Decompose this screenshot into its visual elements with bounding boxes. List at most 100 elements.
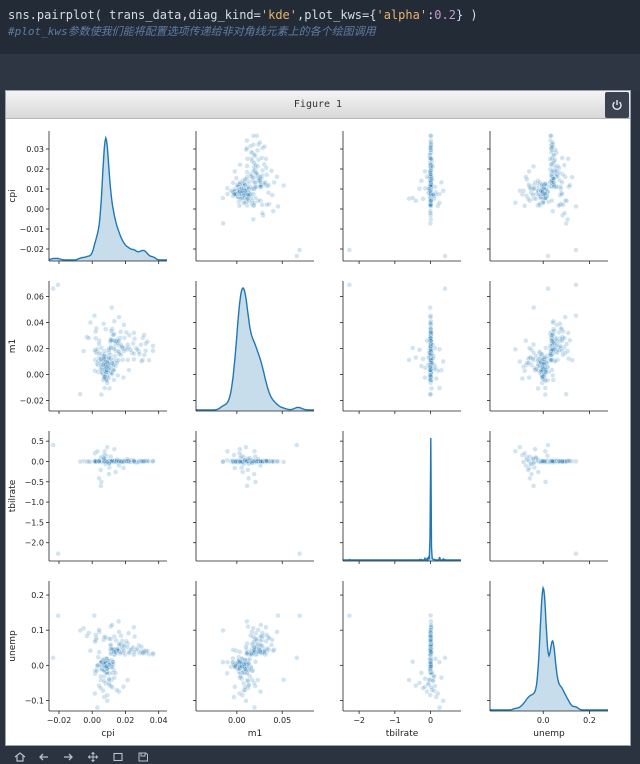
scatter-point <box>93 632 99 638</box>
scatter-point <box>118 352 124 358</box>
close-button[interactable] <box>605 92 629 118</box>
scatter-point <box>116 618 122 624</box>
scatter-point <box>118 633 124 639</box>
scatter-point <box>427 377 434 383</box>
scatter-point <box>430 192 436 198</box>
scatter-point <box>559 338 565 344</box>
y-tick-label: 0.03 <box>26 145 44 154</box>
scatter-point <box>230 180 236 186</box>
code-token: : <box>427 8 435 22</box>
scatter-point <box>245 196 251 202</box>
scatter-point <box>523 338 529 344</box>
scatter-point <box>281 459 287 465</box>
scatter-point <box>427 391 433 397</box>
y-tick-label: −0.02 <box>19 397 44 406</box>
scatter-point <box>542 191 548 197</box>
scatter-point <box>274 174 280 180</box>
scatter-point <box>251 203 257 209</box>
forward-arrow-icon[interactable] <box>62 752 74 762</box>
scatter-point <box>108 328 114 334</box>
kde-line-cpi <box>48 135 167 261</box>
scatter-point <box>543 195 549 201</box>
scatter-point <box>114 360 120 366</box>
scatter-point <box>98 467 104 473</box>
y-axis-label-m1: m1 <box>8 339 18 354</box>
figure-window[interactable]: Figure 1 −0.02 −0.01 0.00 0.01 0.02 0.03 −0.02… <box>5 90 631 746</box>
scatter-point <box>546 199 552 205</box>
scatter-point <box>245 678 251 684</box>
scatter-point <box>91 613 97 619</box>
scatter-point <box>257 463 264 469</box>
scatter-point <box>436 200 443 206</box>
scatter-point <box>255 147 261 153</box>
scatter-point <box>102 385 108 391</box>
scatter-point <box>556 329 562 335</box>
scatter-point <box>232 684 238 690</box>
scatter-point <box>108 646 114 652</box>
subplot-cpi-vs-cpi: −0.02 −0.01 0.00 0.01 0.02 0.03 <box>19 131 167 264</box>
scatter-point <box>442 286 448 292</box>
scatter-point <box>406 677 412 683</box>
scatter-point <box>250 133 257 139</box>
scatter-point <box>98 659 104 665</box>
code-cell[interactable]: sns.pairplot( trans_data,diag_kind='kde'… <box>0 0 640 54</box>
scatter-point <box>540 373 546 379</box>
kde-fill-m1 <box>196 288 314 411</box>
scatter-point <box>111 332 117 338</box>
y-tick-label: 0.06 <box>26 293 44 302</box>
subplot-m1-vs-m1 <box>193 281 314 414</box>
home-icon[interactable] <box>14 752 26 762</box>
scatter-point <box>220 459 226 465</box>
scatter-point <box>224 185 230 191</box>
save-icon[interactable] <box>137 752 149 762</box>
scatter-point <box>264 172 270 178</box>
scatter-point <box>237 659 243 665</box>
scatter-point <box>101 356 107 362</box>
scatter-point <box>118 329 124 335</box>
scatter-point <box>252 454 258 460</box>
scatter-point <box>77 459 83 465</box>
scatter-point <box>257 642 264 648</box>
scatter-point <box>428 649 434 655</box>
scatter-point <box>244 163 250 169</box>
scatter-point <box>438 675 444 681</box>
scatter-point <box>264 202 270 208</box>
scatter-point <box>131 652 137 658</box>
scatter-point <box>269 458 275 464</box>
scatter-point <box>564 458 570 464</box>
back-arrow-icon[interactable] <box>38 752 50 762</box>
figure-title-bar[interactable]: Figure 1 <box>6 91 630 119</box>
scatter-point <box>418 670 424 676</box>
scatter-point <box>245 624 251 630</box>
scatter-point <box>238 454 244 460</box>
pan-icon[interactable] <box>87 752 99 762</box>
scatter-point <box>240 469 246 475</box>
scatter-point <box>77 627 83 633</box>
scatter-point <box>269 192 275 198</box>
scatter-point <box>281 183 287 189</box>
scatter-point <box>551 176 557 182</box>
code-string-token: 'kde' <box>260 8 297 22</box>
scatter-point <box>224 659 231 665</box>
scatter-point <box>106 361 113 367</box>
scatter-point <box>542 367 548 373</box>
pairplot-canvas[interactable]: −0.02−0.010.000.010.020.03−0.020.000.020… <box>6 119 630 745</box>
scatter-point <box>544 453 551 459</box>
scatter-point <box>270 648 276 654</box>
subplot-cpi-vs-unemp <box>487 131 608 264</box>
zoom-rect-icon[interactable] <box>112 752 124 762</box>
scatter-point <box>346 247 352 253</box>
scatter-point <box>525 196 531 202</box>
scatter-point <box>565 156 571 162</box>
y-tick-label: 0.00 <box>26 205 44 214</box>
scatter-point <box>136 351 142 357</box>
scatter-point <box>436 659 443 665</box>
scatter-point <box>549 338 555 344</box>
scatter-point <box>231 191 237 197</box>
scatter-point <box>141 352 147 358</box>
kde-fill-cpi <box>49 138 167 261</box>
scatter-point <box>545 253 551 259</box>
scatter-point <box>98 685 104 691</box>
scatter-point <box>281 677 287 683</box>
scatter-point <box>294 253 300 259</box>
